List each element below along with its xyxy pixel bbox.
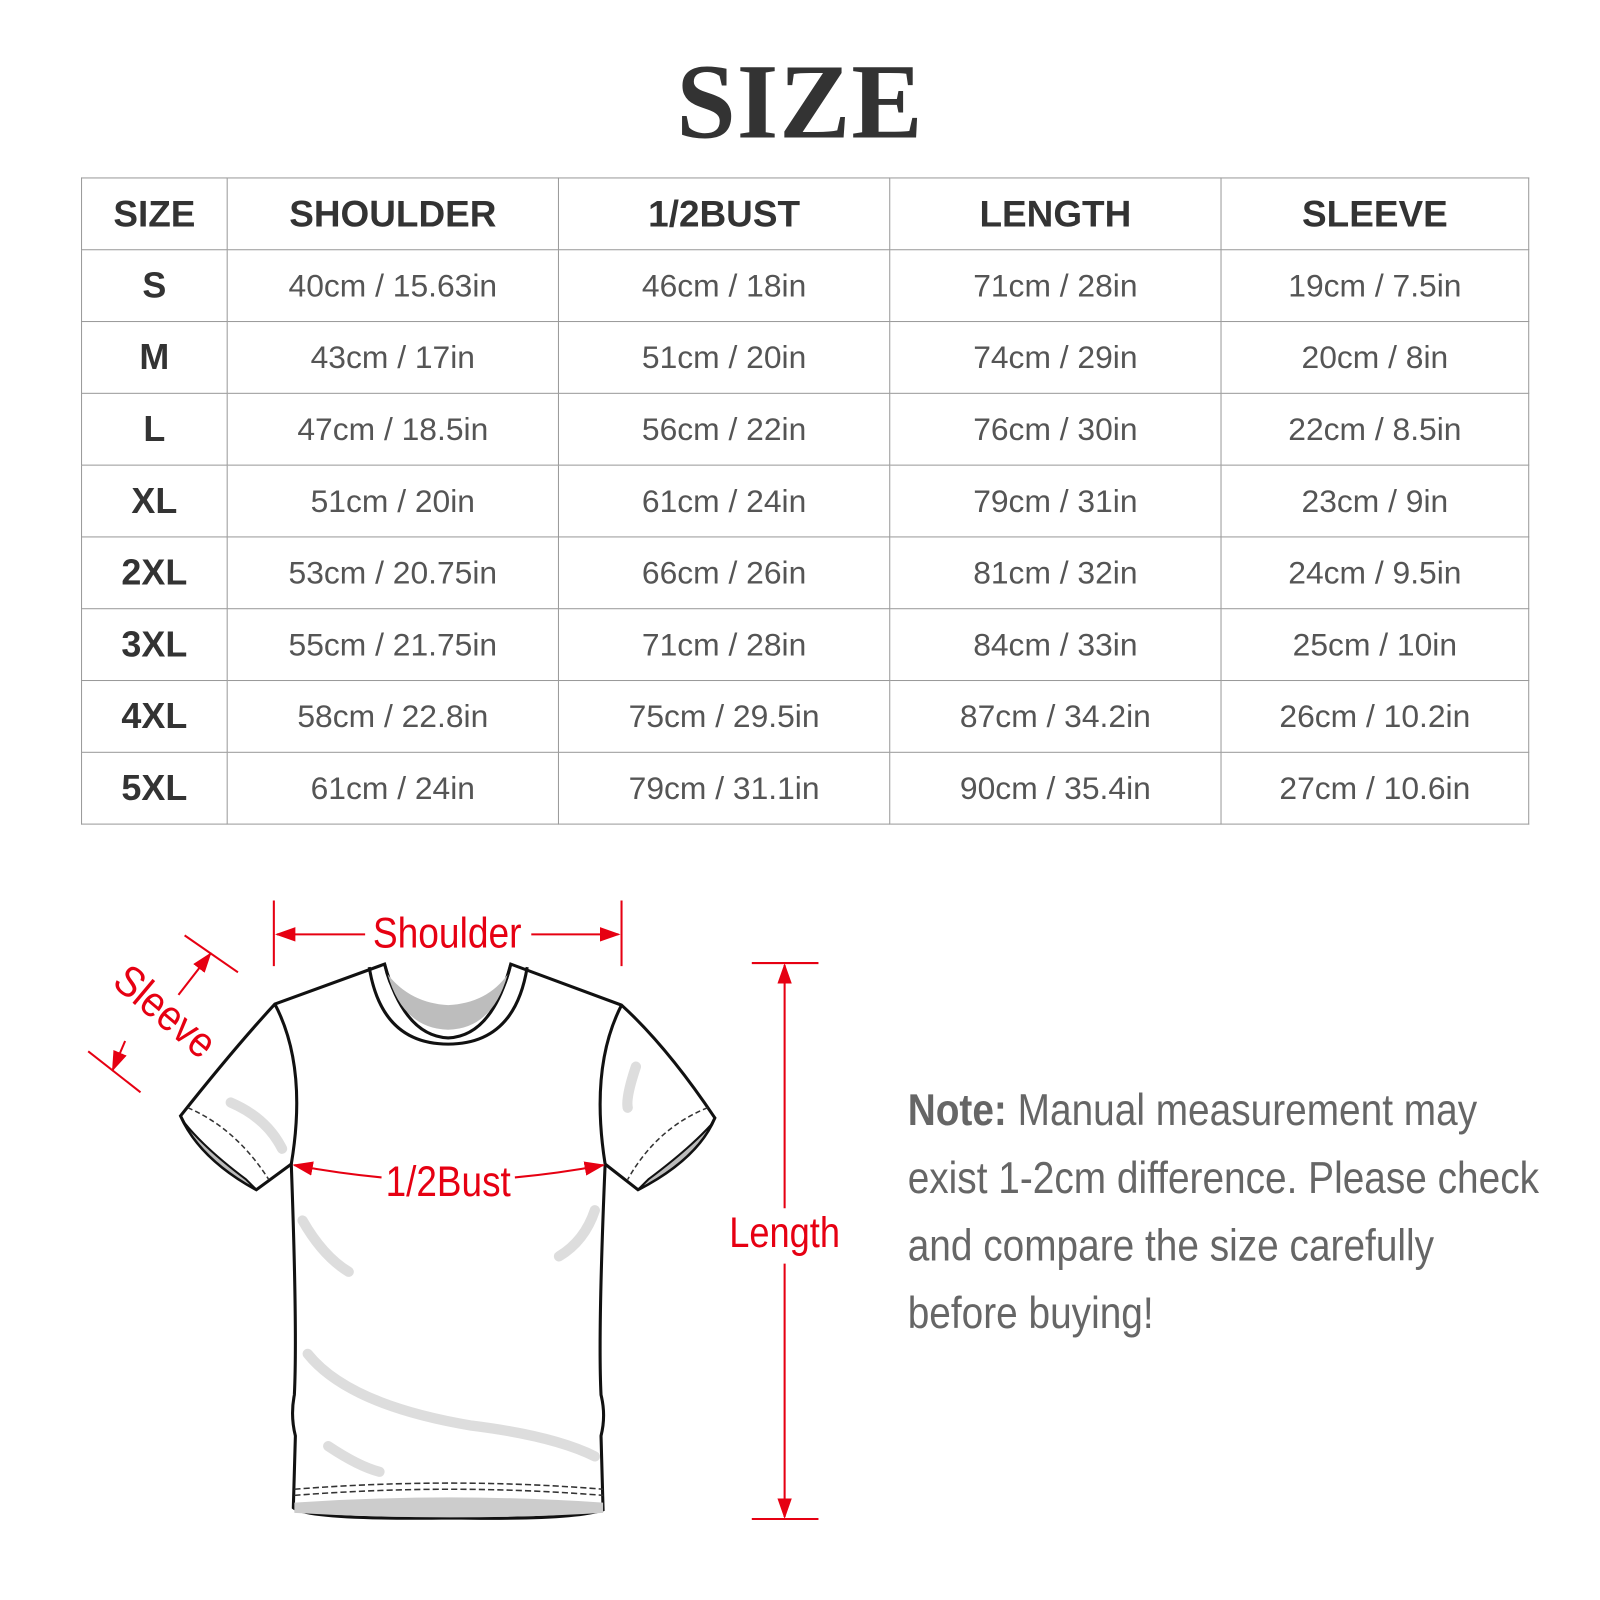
cell-length: 84cm / 33in [889, 608, 1222, 682]
table-row: 4XL 58cm / 22.8in 75cm / 29.5in 87cm / 34.2… [81, 679, 1530, 753]
cell-bust: 66cm / 26in [557, 536, 891, 610]
cell-bust: 79cm / 31.1in [557, 751, 891, 825]
cell-size: L [81, 392, 228, 466]
size-table: SIZE SHOULDER 1/2BUST LENGTH SLEEVE S 40c… [81, 177, 1530, 825]
cell-sleeve: 23cm / 9in [1220, 464, 1530, 538]
cell-shoulder: 61cm / 24in [226, 751, 559, 825]
page-title: SIZE [676, 43, 924, 162]
table-row: 3XL 55cm / 21.75in 71cm / 28in 84cm / 33in 2… [81, 608, 1530, 682]
length-measure: Length [729, 962, 840, 1520]
table-row: M 43cm / 17in 51cm / 20in 74cm / 29in 20cm /… [81, 321, 1530, 394]
table-row: 5XL 61cm / 24in 79cm / 31.1in 90cm / 35.4in… [81, 751, 1530, 825]
cell-bust: 56cm / 22in [557, 392, 891, 466]
bust-label: 1/2Bust [386, 1158, 511, 1206]
header-size: SIZE [81, 177, 228, 251]
header-shoulder: SHOULDER [226, 177, 559, 251]
cell-shoulder: 53cm / 20.75in [226, 536, 559, 610]
tshirt-icon [178, 962, 717, 1520]
cell-size: 3XL [81, 608, 228, 682]
table-row: L 47cm / 18.5in 56cm / 22in 76cm / 30in 22cm… [81, 392, 1530, 466]
cell-length: 76cm / 30in [889, 392, 1222, 466]
cell-bust: 61cm / 24in [557, 464, 891, 538]
cell-size: 2XL [81, 536, 228, 610]
cell-sleeve: 20cm / 8in [1220, 321, 1530, 394]
note-label: Note: [907, 1086, 1007, 1136]
table-header-row: SIZE SHOULDER 1/2BUST LENGTH SLEEVE [81, 177, 1530, 251]
cell-length: 74cm / 29in [889, 321, 1222, 394]
cell-bust: 51cm / 20in [557, 321, 891, 394]
cell-sleeve: 26cm / 10.2in [1220, 679, 1530, 753]
cell-size: M [81, 321, 228, 394]
cell-length: 87cm / 34.2in [889, 679, 1222, 753]
cell-bust: 71cm / 28in [557, 608, 891, 682]
sleeve-measure: Sleeve [87, 934, 239, 1094]
cell-size: 4XL [81, 679, 228, 753]
shoulder-label: Shoulder [373, 910, 522, 958]
sleeve-label: Sleeve [104, 956, 225, 1069]
cell-sleeve: 24cm / 9.5in [1220, 536, 1530, 610]
cell-shoulder: 55cm / 21.75in [226, 608, 559, 682]
cell-sleeve: 22cm / 8.5in [1220, 392, 1530, 466]
table-row: 2XL 53cm / 20.75in 66cm / 26in 81cm / 32in 2… [81, 536, 1530, 610]
cell-sleeve: 19cm / 7.5in [1220, 249, 1530, 323]
bust-measure: 1/2Bust [292, 1158, 606, 1206]
header-bust: 1/2BUST [557, 177, 891, 251]
cell-shoulder: 47cm / 18.5in [226, 392, 559, 466]
header-sleeve: SLEEVE [1220, 177, 1530, 251]
cell-shoulder: 51cm / 20in [226, 464, 559, 538]
table-row: XL 51cm / 20in 61cm / 24in 79cm / 31in 23cm … [81, 464, 1530, 538]
shoulder-measure: Shoulder [272, 900, 623, 967]
cell-size: S [81, 249, 228, 323]
length-label: Length [729, 1209, 840, 1257]
cell-size: 5XL [81, 751, 228, 825]
note-text: Manual measurement may exist 1-2cm diffe… [907, 1086, 1540, 1339]
cell-length: 79cm / 31in [889, 464, 1222, 538]
table-row: S 40cm / 15.63in 46cm / 18in 71cm / 28in 19c… [81, 249, 1530, 323]
cell-sleeve: 25cm / 10in [1220, 608, 1530, 682]
cell-length: 90cm / 35.4in [889, 751, 1222, 825]
cell-sleeve: 27cm / 10.6in [1220, 751, 1530, 825]
cell-shoulder: 58cm / 22.8in [226, 679, 559, 753]
cell-length: 81cm / 32in [889, 536, 1222, 610]
cell-shoulder: 40cm / 15.63in [226, 249, 559, 323]
cell-shoulder: 43cm / 17in [226, 321, 559, 394]
cell-bust: 46cm / 18in [557, 249, 891, 323]
cell-bust: 75cm / 29.5in [557, 679, 891, 753]
note: Note: Manual measurement may exist 1-2cm… [908, 1077, 1544, 1348]
header-length: LENGTH [889, 177, 1222, 251]
cell-size: XL [81, 464, 228, 538]
